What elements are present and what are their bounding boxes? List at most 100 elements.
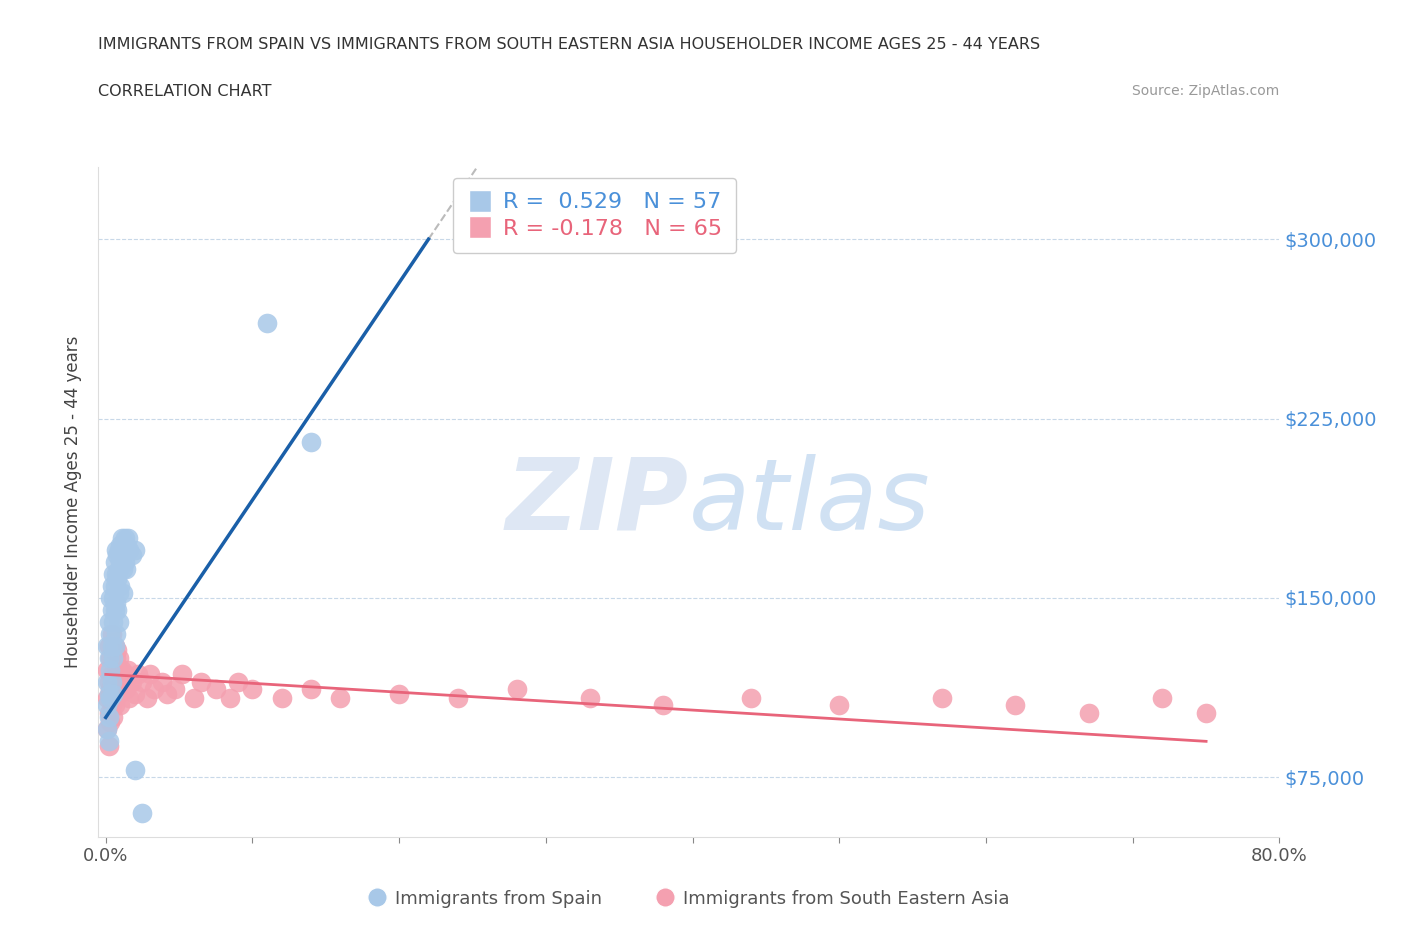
Point	[105, 542, 128, 557]
Point	[111, 662, 134, 677]
Point	[447, 691, 470, 706]
Point	[652, 698, 675, 713]
Text: CORRELATION CHART: CORRELATION CHART	[98, 84, 271, 99]
Point	[107, 571, 129, 586]
Text: IMMIGRANTS FROM SPAIN VS IMMIGRANTS FROM SOUTH EASTERN ASIA HOUSEHOLDER INCOME A: IMMIGRANTS FROM SPAIN VS IMMIGRANTS FROM…	[98, 37, 1040, 52]
Point	[114, 667, 136, 682]
Point	[124, 542, 146, 557]
Point	[242, 682, 264, 697]
Point	[101, 643, 124, 658]
Point	[110, 578, 132, 593]
Point	[828, 698, 851, 713]
Point	[107, 682, 129, 697]
Point	[100, 667, 122, 682]
Point	[388, 686, 411, 701]
Point	[103, 667, 125, 682]
Point	[103, 554, 125, 569]
Point	[931, 691, 953, 706]
Point	[108, 586, 131, 601]
Point	[135, 691, 157, 706]
Point	[100, 603, 122, 618]
Point	[107, 603, 129, 618]
Point	[127, 667, 149, 682]
Point	[108, 562, 131, 577]
Point	[124, 763, 146, 777]
Point	[131, 674, 153, 689]
Point	[103, 603, 125, 618]
Point	[219, 691, 242, 706]
Point	[299, 435, 322, 450]
Point	[131, 805, 153, 820]
Point	[112, 562, 135, 577]
Point	[100, 638, 122, 653]
Text: ZIP: ZIP	[506, 454, 689, 551]
Point	[97, 615, 120, 630]
Point	[112, 586, 135, 601]
Point	[97, 638, 120, 653]
Point	[121, 548, 143, 563]
Point	[579, 691, 602, 706]
Point	[96, 674, 118, 689]
Point	[1152, 691, 1174, 706]
Text: Source: ZipAtlas.com: Source: ZipAtlas.com	[1132, 84, 1279, 98]
Point	[115, 562, 138, 577]
Point	[114, 554, 136, 569]
Point	[97, 734, 120, 749]
Point	[97, 686, 120, 701]
Point	[170, 667, 193, 682]
Point	[270, 691, 292, 706]
Point	[97, 705, 120, 720]
Point	[118, 542, 141, 557]
Point	[117, 662, 139, 677]
Point	[98, 626, 121, 641]
Point	[96, 662, 118, 677]
Point	[100, 698, 122, 713]
Point	[101, 710, 124, 724]
Point	[115, 682, 138, 697]
Point	[103, 578, 125, 593]
Point	[98, 662, 121, 677]
Point	[183, 691, 205, 706]
Point	[96, 698, 118, 713]
Point	[118, 691, 141, 706]
Point	[108, 615, 131, 630]
Point	[111, 531, 134, 546]
Point	[97, 738, 120, 753]
Point	[103, 638, 125, 653]
Point	[105, 650, 128, 665]
Point	[101, 686, 124, 701]
Y-axis label: Householder Income Ages 25 - 44 years: Householder Income Ages 25 - 44 years	[65, 336, 83, 669]
Point	[98, 691, 121, 706]
Point	[100, 674, 122, 689]
Point	[204, 682, 226, 697]
Point	[124, 686, 146, 701]
Point	[110, 554, 132, 569]
Point	[97, 674, 120, 689]
Point	[108, 686, 131, 701]
Point	[1004, 698, 1026, 713]
Point	[101, 591, 124, 605]
Point	[150, 674, 173, 689]
Point	[190, 674, 212, 689]
Point	[105, 626, 128, 641]
Legend: Immigrants from Spain, Immigrants from South Eastern Asia: Immigrants from Spain, Immigrants from S…	[361, 883, 1017, 915]
Point	[121, 674, 143, 689]
Point	[226, 674, 249, 689]
Point	[112, 674, 135, 689]
Point	[97, 710, 120, 724]
Point	[163, 682, 186, 697]
Point	[256, 315, 278, 330]
Point	[112, 542, 135, 557]
Point	[98, 650, 121, 665]
Point	[101, 674, 124, 689]
Point	[110, 667, 132, 682]
Point	[98, 682, 121, 697]
Point	[505, 682, 527, 697]
Point	[114, 531, 136, 546]
Point	[156, 686, 179, 701]
Point	[100, 578, 122, 593]
Point	[107, 548, 129, 563]
Point	[98, 715, 121, 730]
Point	[115, 538, 138, 552]
Point	[143, 682, 166, 697]
